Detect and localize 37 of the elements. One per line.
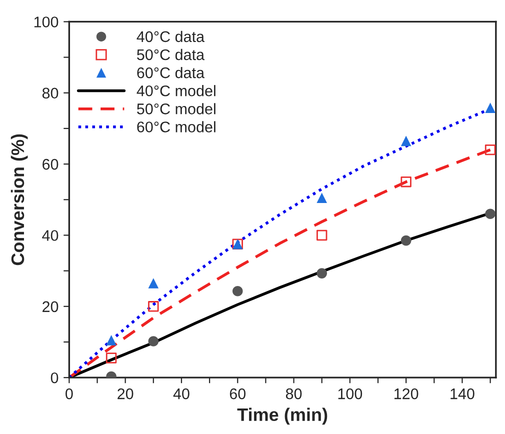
x-tick-label: 100 (338, 388, 362, 400)
legend-label: 40°C model (136, 85, 216, 96)
point (400, 136, 412, 146)
point (485, 208, 496, 220)
y-tick-label: 20 (42, 301, 58, 312)
y-tick-label: 0 (50, 372, 58, 384)
point (484, 144, 496, 156)
legend-label: 50°C model (137, 103, 216, 114)
x-tick-label: 20 (118, 388, 134, 400)
x-axis-title: Time (min) (237, 408, 328, 425)
point (106, 352, 117, 364)
point (148, 336, 159, 346)
x-tick-label: 40 (173, 388, 190, 400)
y-tick-label: 80 (42, 88, 58, 99)
y-tick-label: 60 (42, 158, 58, 170)
legend-label: 40°C data (136, 30, 205, 42)
y-tick-label: 40 (42, 230, 58, 241)
x-tick-label: 120 (394, 388, 418, 400)
y-tick-label: 100 (34, 16, 58, 28)
legend-label: 50°C data (137, 48, 205, 60)
point (485, 102, 496, 113)
x-tick-label: 80 (286, 388, 302, 400)
point (400, 235, 412, 246)
point (106, 335, 116, 346)
x-tick-label: 0 (66, 388, 73, 400)
point (148, 278, 159, 288)
point (316, 192, 327, 204)
y-axis-title: Conversion (%) (10, 134, 28, 266)
point (400, 176, 412, 188)
point (148, 301, 159, 312)
x-tick-label: 60 (230, 388, 246, 400)
point (232, 286, 243, 296)
point (316, 230, 328, 241)
legend-label: 60°C model (137, 121, 216, 132)
legend-label: 60°C data (137, 66, 205, 78)
x-tick-label: 140 (450, 388, 474, 400)
point (316, 268, 327, 278)
